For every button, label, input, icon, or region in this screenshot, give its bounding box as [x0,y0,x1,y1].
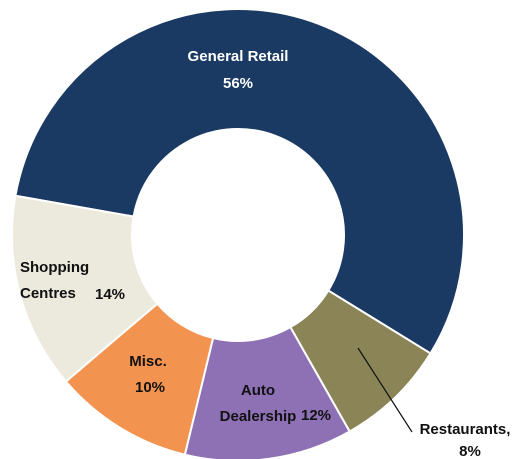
segment-value: 10% [134,379,166,396]
segment-name: Shopping Centres [20,259,90,302]
segment-name: General Retail [187,48,289,65]
segment-value: 56% [222,75,254,92]
segment-value: 8% [459,443,481,459]
donut-segment [11,194,159,383]
segment-name: Auto Dealership [219,382,297,425]
segment-value: 14% [94,286,126,303]
donut-segment [14,8,465,355]
segment-name: Restaurants, [419,421,511,438]
leader-line [357,347,413,433]
segment-value: 12% [300,407,332,424]
segment-name: Misc. [129,353,167,370]
